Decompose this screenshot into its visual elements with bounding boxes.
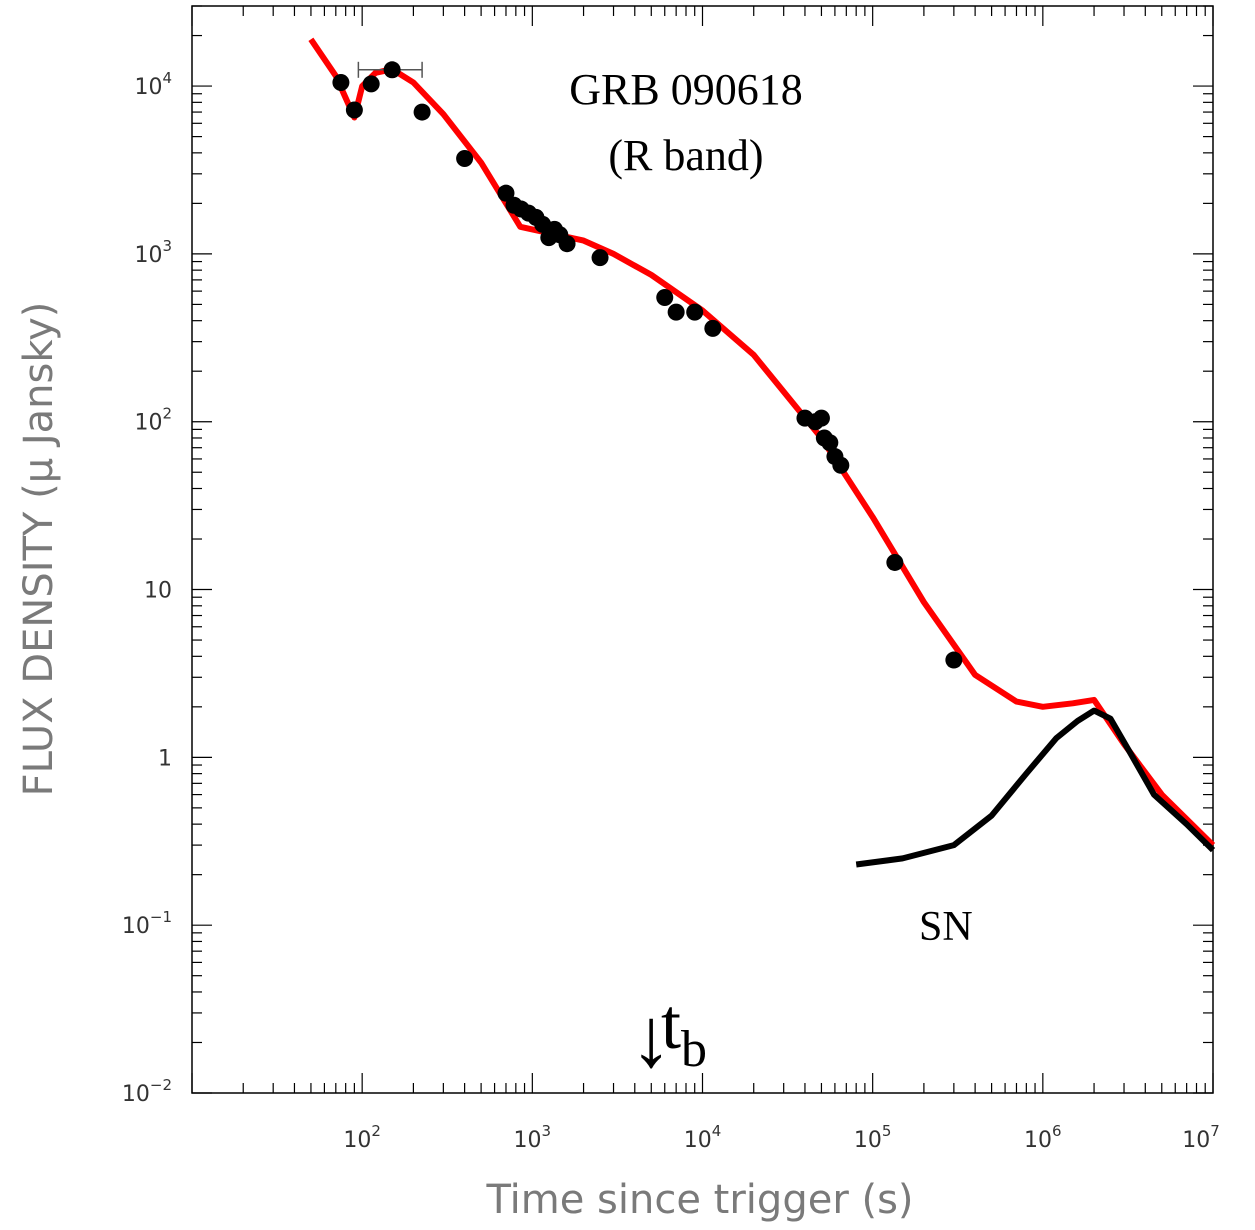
x-axis-title: Time since trigger (s) bbox=[485, 1177, 913, 1223]
y-tick-label-base: 10 bbox=[134, 75, 162, 100]
x-tick-label-exponent: 2 bbox=[371, 1122, 381, 1140]
x-tick-label-base: 10 bbox=[514, 1128, 542, 1153]
break-time-arrow-icon: ↓ bbox=[630, 992, 672, 1085]
x-tick-label: 105 bbox=[854, 1122, 892, 1153]
data-point bbox=[497, 184, 515, 202]
sn-curve-line bbox=[855, 707, 1216, 868]
y-tick-label: 10 bbox=[144, 579, 172, 604]
y-tick-label: 10−2 bbox=[122, 1076, 172, 1107]
break-time-label: tb bbox=[661, 984, 707, 1078]
x-tick-label-base: 10 bbox=[343, 1128, 371, 1153]
y-tick-label: 103 bbox=[134, 237, 172, 268]
x-tick-label-exponent: 4 bbox=[712, 1122, 722, 1140]
data-point bbox=[812, 409, 830, 427]
axis-ticks bbox=[191, 5, 1214, 1094]
x-tick-label: 107 bbox=[1182, 1122, 1220, 1153]
data-point bbox=[362, 75, 380, 93]
y-tick-label: 1 bbox=[158, 746, 172, 771]
data-point bbox=[821, 434, 839, 452]
data-point bbox=[886, 553, 904, 571]
break-time-label-subscript: b bbox=[681, 1021, 707, 1078]
data-point bbox=[413, 103, 431, 121]
data-point bbox=[686, 303, 704, 321]
y-tick-label-exponent: −2 bbox=[150, 1076, 172, 1094]
sn-label: SN bbox=[919, 904, 973, 950]
x-tick-label-base: 10 bbox=[1182, 1128, 1210, 1153]
x-tick-label-base: 10 bbox=[1024, 1128, 1052, 1153]
series-layer bbox=[308, 37, 1216, 868]
x-tick-label-base: 10 bbox=[684, 1128, 712, 1153]
y-tick-label: 104 bbox=[134, 69, 172, 100]
data-point bbox=[558, 235, 576, 253]
x-tick-label: 102 bbox=[343, 1122, 381, 1153]
x-tick-label-exponent: 5 bbox=[882, 1122, 892, 1140]
data-point bbox=[456, 150, 474, 168]
y-tick-label-exponent: 4 bbox=[162, 69, 172, 87]
y-tick-label: 102 bbox=[134, 405, 172, 436]
data-point bbox=[591, 249, 609, 267]
y-axis-title: FLUX DENSITY (μ Jansky) bbox=[16, 302, 62, 797]
data-point bbox=[945, 651, 963, 669]
x-tick-labels: 102 103 104 105 106 107 bbox=[343, 1122, 1219, 1153]
data-point bbox=[704, 319, 722, 337]
data-point bbox=[332, 74, 350, 92]
y-tick-label-base: 10 bbox=[122, 914, 150, 939]
x-tick-label-exponent: 7 bbox=[1210, 1122, 1220, 1140]
data-point bbox=[656, 288, 674, 306]
data-point bbox=[832, 456, 850, 474]
chart-title: GRB 090618 bbox=[569, 65, 802, 114]
y-tick-label-base: 1 bbox=[158, 746, 172, 771]
data-point bbox=[345, 101, 363, 119]
chart-subtitle: (R band) bbox=[608, 131, 763, 180]
break-time-label-t: t bbox=[661, 984, 681, 1064]
y-tick-label-exponent: −1 bbox=[150, 908, 172, 926]
x-tick-label: 103 bbox=[514, 1122, 552, 1153]
x-tick-label-exponent: 3 bbox=[542, 1122, 552, 1140]
y-tick-label-exponent: 2 bbox=[162, 405, 172, 423]
y-tick-label-exponent: 3 bbox=[162, 237, 172, 255]
data-point bbox=[667, 303, 685, 321]
y-tick-label-base: 10 bbox=[122, 1082, 150, 1107]
plot-frame bbox=[191, 5, 1214, 1094]
x-tick-label-base: 10 bbox=[854, 1128, 882, 1153]
y-tick-label: 10−1 bbox=[122, 908, 172, 939]
y-tick-label-base: 10 bbox=[144, 579, 172, 604]
x-tick-label: 104 bbox=[684, 1122, 722, 1153]
x-tick-label: 106 bbox=[1024, 1122, 1062, 1153]
model-curve-line bbox=[308, 37, 1216, 848]
y-tick-label-base: 10 bbox=[134, 243, 162, 268]
y-tick-label-base: 10 bbox=[134, 411, 162, 436]
x-tick-label-exponent: 6 bbox=[1052, 1122, 1062, 1140]
data-point bbox=[383, 61, 401, 79]
